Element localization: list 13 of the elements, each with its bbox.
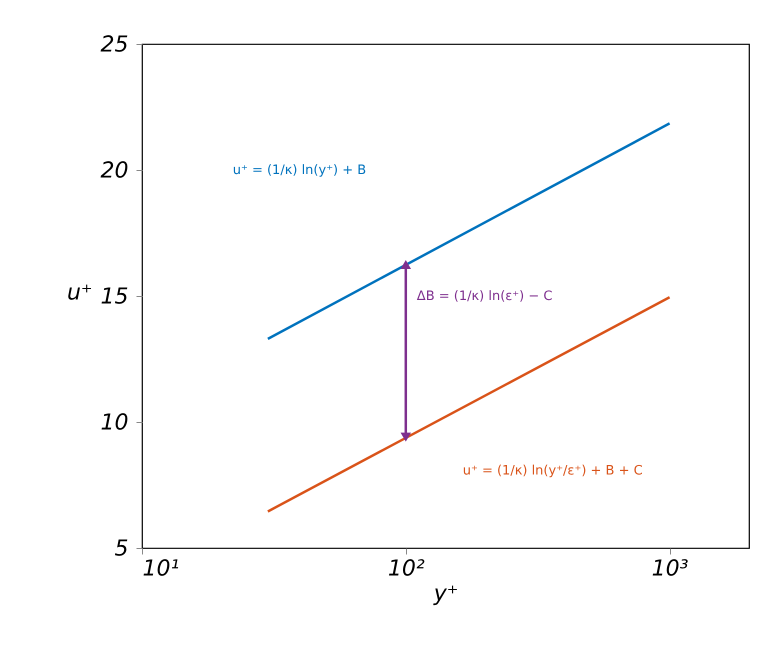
- y-tick-label: 10: [100, 410, 128, 436]
- text: u⁺ = (1/κ) ln(y⁺) + B: [232, 163, 366, 178]
- series-label: ΔB = (1/κ) ln(ε⁺) − C: [416, 288, 552, 304]
- y-tick-label: 20: [100, 158, 128, 184]
- y-tick-label: 15: [100, 284, 128, 310]
- x-axis-title: y⁺: [432, 582, 458, 606]
- y-tick-label: 5: [114, 536, 128, 562]
- x-tick-label: 10¹: [142, 556, 180, 582]
- x-tick-label: 10³: [652, 556, 689, 582]
- x-tick-label: 10²: [388, 556, 425, 582]
- text: u⁺ = (1/κ) ln(y⁺/ε⁺) + B + C: [462, 463, 643, 478]
- y-tick-label: 25: [100, 32, 128, 58]
- y-axis-title: u⁺: [66, 280, 92, 306]
